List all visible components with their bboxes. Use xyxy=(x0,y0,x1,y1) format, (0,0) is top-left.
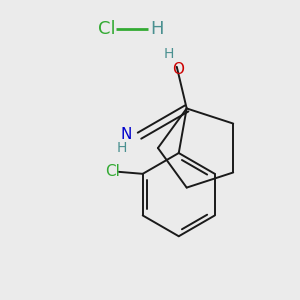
Text: Cl: Cl xyxy=(105,164,120,179)
Text: O: O xyxy=(172,62,184,77)
Text: Cl: Cl xyxy=(98,20,116,38)
Text: N: N xyxy=(120,127,132,142)
Text: H: H xyxy=(116,141,127,154)
Text: H: H xyxy=(164,47,174,61)
Text: H: H xyxy=(150,20,164,38)
